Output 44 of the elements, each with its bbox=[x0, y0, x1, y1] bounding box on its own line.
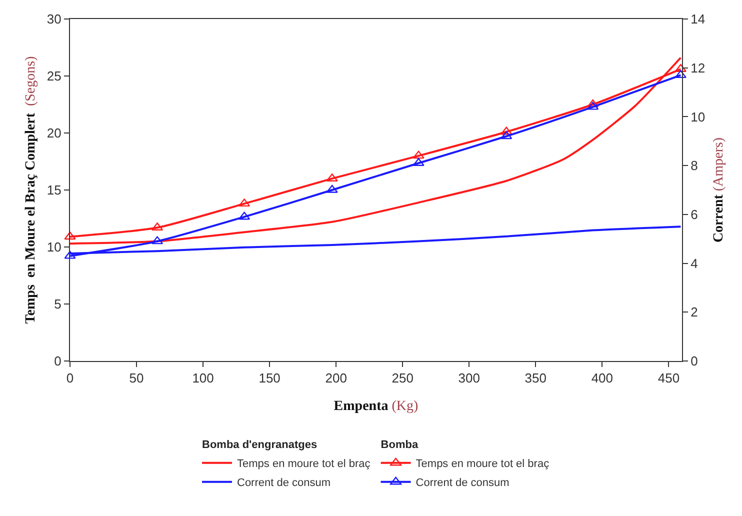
x-tick-label: 350 bbox=[524, 370, 546, 386]
y2-tick-label: 10 bbox=[690, 109, 706, 124]
y-tick-label: 30 bbox=[46, 12, 62, 27]
x-tick-label: 50 bbox=[129, 370, 144, 386]
y2-axis-title: Corrent (Ampers) bbox=[711, 137, 726, 243]
point bbox=[64, 250, 76, 259]
y2-tick-label: 14 bbox=[690, 12, 706, 27]
legend-label: Temps en moure tot el braç bbox=[237, 458, 371, 470]
y-tick-label: 25 bbox=[46, 68, 62, 84]
x-tick-label: 200 bbox=[325, 370, 347, 386]
text: Bomba bbox=[380, 439, 418, 452]
point bbox=[674, 64, 686, 72]
legend-label: Corrent de consum bbox=[237, 477, 331, 490]
y-tick-label: 10 bbox=[46, 240, 62, 255]
point bbox=[64, 232, 76, 240]
x-tick-label: 450 bbox=[658, 370, 680, 386]
point bbox=[587, 102, 599, 110]
x-tick-label: 150 bbox=[258, 370, 280, 386]
y-tick-label: 5 bbox=[54, 296, 62, 312]
y2-tick-label: 6 bbox=[690, 206, 698, 222]
point bbox=[674, 70, 686, 78]
y2-tick-label: 12 bbox=[690, 60, 706, 76]
x-axis-title: Empenta (Kg) bbox=[334, 398, 419, 414]
x-tick-label: 400 bbox=[591, 370, 614, 386]
y2-tick-label: 4 bbox=[690, 256, 698, 271]
y2-tick-label: 8 bbox=[690, 158, 698, 174]
y2-tick-label: 0 bbox=[690, 354, 698, 369]
x-tick-label: 0 bbox=[66, 370, 74, 386]
y-axis-title: Temps en Moure el Braç Complert (Segons) bbox=[24, 56, 39, 324]
point bbox=[587, 99, 599, 108]
y2-tick-label: 2 bbox=[690, 304, 698, 320]
x-tick-label: 250 bbox=[392, 370, 414, 386]
point bbox=[326, 184, 338, 193]
point bbox=[412, 150, 424, 159]
x-tick-label: 300 bbox=[458, 370, 480, 386]
y-tick-label: 15 bbox=[46, 182, 62, 198]
text: Bomba d'engranatges bbox=[202, 439, 318, 452]
legend-label: Corrent de consum bbox=[416, 477, 510, 490]
legend-label: Temps en moure tot el braç bbox=[416, 458, 550, 470]
x-tick-label: 100 bbox=[192, 370, 214, 386]
y-tick-label: 0 bbox=[54, 354, 62, 369]
point bbox=[500, 126, 512, 135]
y-tick-label: 20 bbox=[46, 126, 62, 141]
point bbox=[500, 131, 512, 140]
